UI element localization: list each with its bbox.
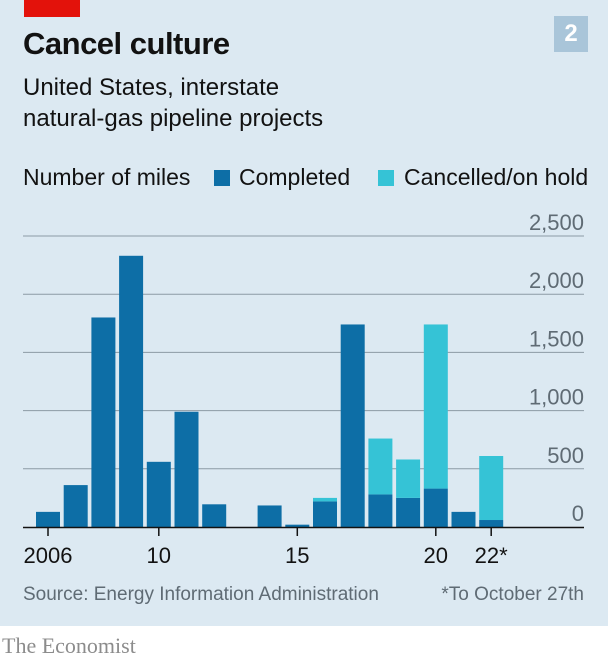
bar-completed-2016: [313, 501, 337, 527]
x-tick-label: 15: [285, 543, 309, 568]
chart-title: Cancel culture: [23, 26, 230, 61]
bar-completed-2008: [91, 317, 116, 527]
bars: [36, 255, 504, 527]
bar-completed-2011: [174, 411, 199, 527]
bar-cancelled-2020: [423, 324, 448, 489]
legend-cancelled-label: Cancelled/on hold: [404, 164, 589, 190]
bar-cancelled-2019: [396, 459, 421, 498]
x-tick-label: 22*: [475, 543, 508, 568]
x-tick-label: 2006: [24, 543, 73, 568]
bar-completed-2010: [146, 461, 171, 527]
bar-completed-2007: [63, 485, 88, 527]
bar-completed-2018: [368, 494, 393, 527]
bar-cancelled-2022: [479, 455, 504, 521]
bar-completed-2006: [36, 511, 60, 527]
bar-completed-2014: [257, 505, 282, 527]
x-tick-label: 20: [424, 543, 448, 568]
subtitle-line-1: United States, interstate: [23, 74, 280, 101]
subtitle-line-2: natural-gas pipeline projects: [23, 105, 324, 132]
footnote: *To October 27th: [441, 584, 584, 605]
legend-completed-swatch: [214, 170, 230, 186]
bar-cancelled-2018: [368, 438, 393, 495]
x-tick-label: 10: [147, 543, 171, 568]
y-tick-label: 0: [572, 501, 584, 526]
y-tick-label: 1,000: [529, 385, 584, 410]
bar-cancelled-2016: [313, 497, 337, 502]
bar-completed-2019: [396, 497, 421, 527]
legend-cancelled-swatch: [378, 170, 394, 186]
bar-completed-2012: [202, 504, 227, 527]
y-tick-label: 2,000: [529, 268, 584, 293]
legend-unit-label: Number of miles: [23, 164, 191, 190]
bar-completed-2009: [119, 255, 144, 527]
bar-completed-2022: [479, 520, 504, 527]
y-tick-label: 500: [547, 443, 584, 468]
bar-completed-2020: [423, 488, 448, 527]
bar-completed-2017: [340, 324, 365, 527]
y-tick-label: 2,500: [529, 210, 584, 235]
brand-logo-text: The Economist: [2, 633, 136, 658]
chart-subtitle: United States, interstate natural-gas pi…: [23, 72, 323, 134]
legend-completed-label: Completed: [239, 164, 351, 190]
chart-number-badge: 2: [554, 16, 588, 52]
bar-completed-2015: [285, 524, 310, 527]
x-axis-labels: 2006 10 15 20 22*: [24, 527, 508, 568]
source-note: Source: Energy Information Administratio…: [23, 584, 379, 605]
bar-completed-2021: [451, 511, 476, 527]
red-tab-marker: [24, 0, 80, 17]
y-axis-labels: 0 500 1,000 1,500 2,000 2,500: [529, 210, 584, 526]
bar-chart: 0 500 1,000 1,500 2,000 2,500 2006 10 15 20 22*: [23, 210, 584, 568]
y-tick-label: 1,500: [529, 326, 584, 351]
